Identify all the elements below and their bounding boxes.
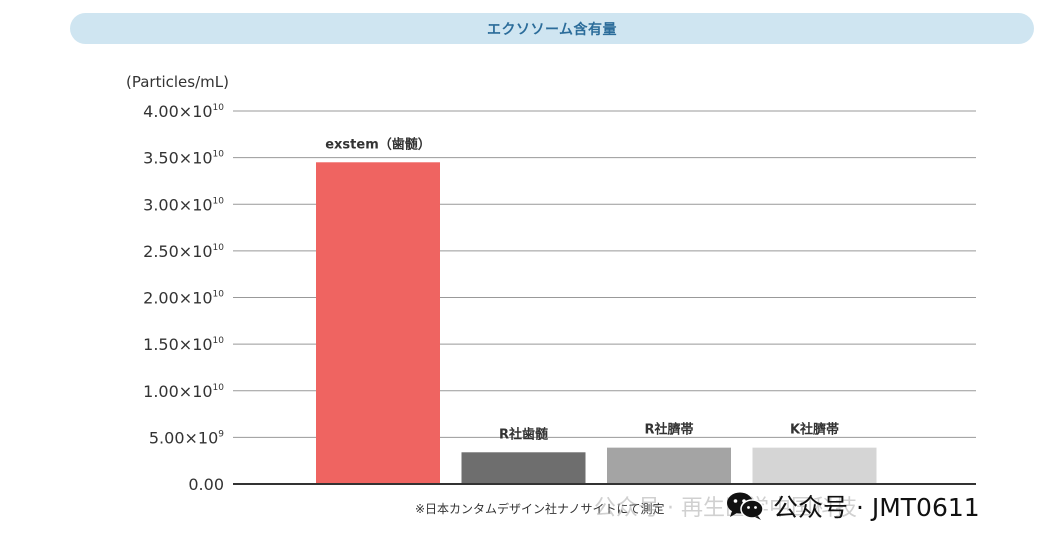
y-tick-mantissa: 5.00×10 bbox=[149, 428, 218, 447]
bar-category-label: R社臍帯 bbox=[644, 422, 693, 438]
y-tick-mantissa: 4.00×10 bbox=[143, 102, 212, 121]
y-tick-exponent: 10 bbox=[213, 336, 225, 346]
y-tick-mantissa: 1.50×10 bbox=[143, 335, 212, 354]
y-tick-label: 3.00×1010 bbox=[143, 195, 224, 214]
bar bbox=[316, 162, 440, 484]
y-tick-label: 0.00 bbox=[188, 475, 224, 494]
chart-title: エクソソーム含有量 bbox=[486, 21, 618, 38]
bar-category-label: exstem（歯髄） bbox=[325, 136, 431, 152]
watermark-ghost-text: 公众号 · 再生医学中国科技 bbox=[594, 496, 857, 521]
y-tick-exponent: 9 bbox=[218, 429, 224, 439]
bar-category-label: K社臍帯 bbox=[790, 422, 839, 438]
y-tick-label: 1.50×1010 bbox=[143, 335, 224, 354]
measurement-note: ※日本カンタムデザイン社ナノサイトにて測定 bbox=[415, 502, 665, 516]
y-tick-mantissa: 1.00×10 bbox=[143, 382, 212, 401]
y-tick-exponent: 10 bbox=[213, 196, 225, 206]
y-tick-mantissa: 3.00×10 bbox=[143, 195, 212, 214]
y-tick-label: 2.50×1010 bbox=[143, 242, 224, 261]
y-tick-label: 5.00×109 bbox=[149, 428, 224, 447]
y-tick-exponent: 10 bbox=[213, 290, 225, 300]
wechat-icon bbox=[727, 492, 764, 520]
y-tick-label: 3.50×1010 bbox=[143, 149, 224, 168]
title-banner: エクソソーム含有量 bbox=[70, 13, 1034, 44]
y-tick-exponent: 10 bbox=[213, 150, 225, 160]
bar bbox=[461, 452, 586, 484]
y-tick-exponent: 10 bbox=[213, 243, 225, 253]
y-tick-mantissa: 3.50×10 bbox=[143, 149, 212, 168]
y-axis-unit-label: (Particles/mL) bbox=[126, 73, 229, 91]
y-tick-mantissa: 2.50×10 bbox=[143, 242, 212, 261]
y-tick-label: 2.00×1010 bbox=[143, 289, 224, 308]
y-tick-mantissa: 2.00×10 bbox=[143, 289, 212, 308]
y-tick-mantissa: 0.00 bbox=[188, 475, 224, 494]
bar-category-label: R社歯髄 bbox=[499, 426, 548, 442]
y-tick-label: 4.00×1010 bbox=[143, 102, 224, 121]
y-tick-exponent: 10 bbox=[213, 383, 225, 393]
watermark-text: 公众号 · JMT0611 bbox=[773, 493, 980, 522]
bar bbox=[607, 447, 731, 484]
bar bbox=[752, 447, 877, 484]
watermark: 公众号 · JMT0611 bbox=[725, 488, 980, 524]
y-tick-exponent: 10 bbox=[213, 103, 225, 113]
y-tick-label: 1.00×1010 bbox=[143, 382, 224, 401]
